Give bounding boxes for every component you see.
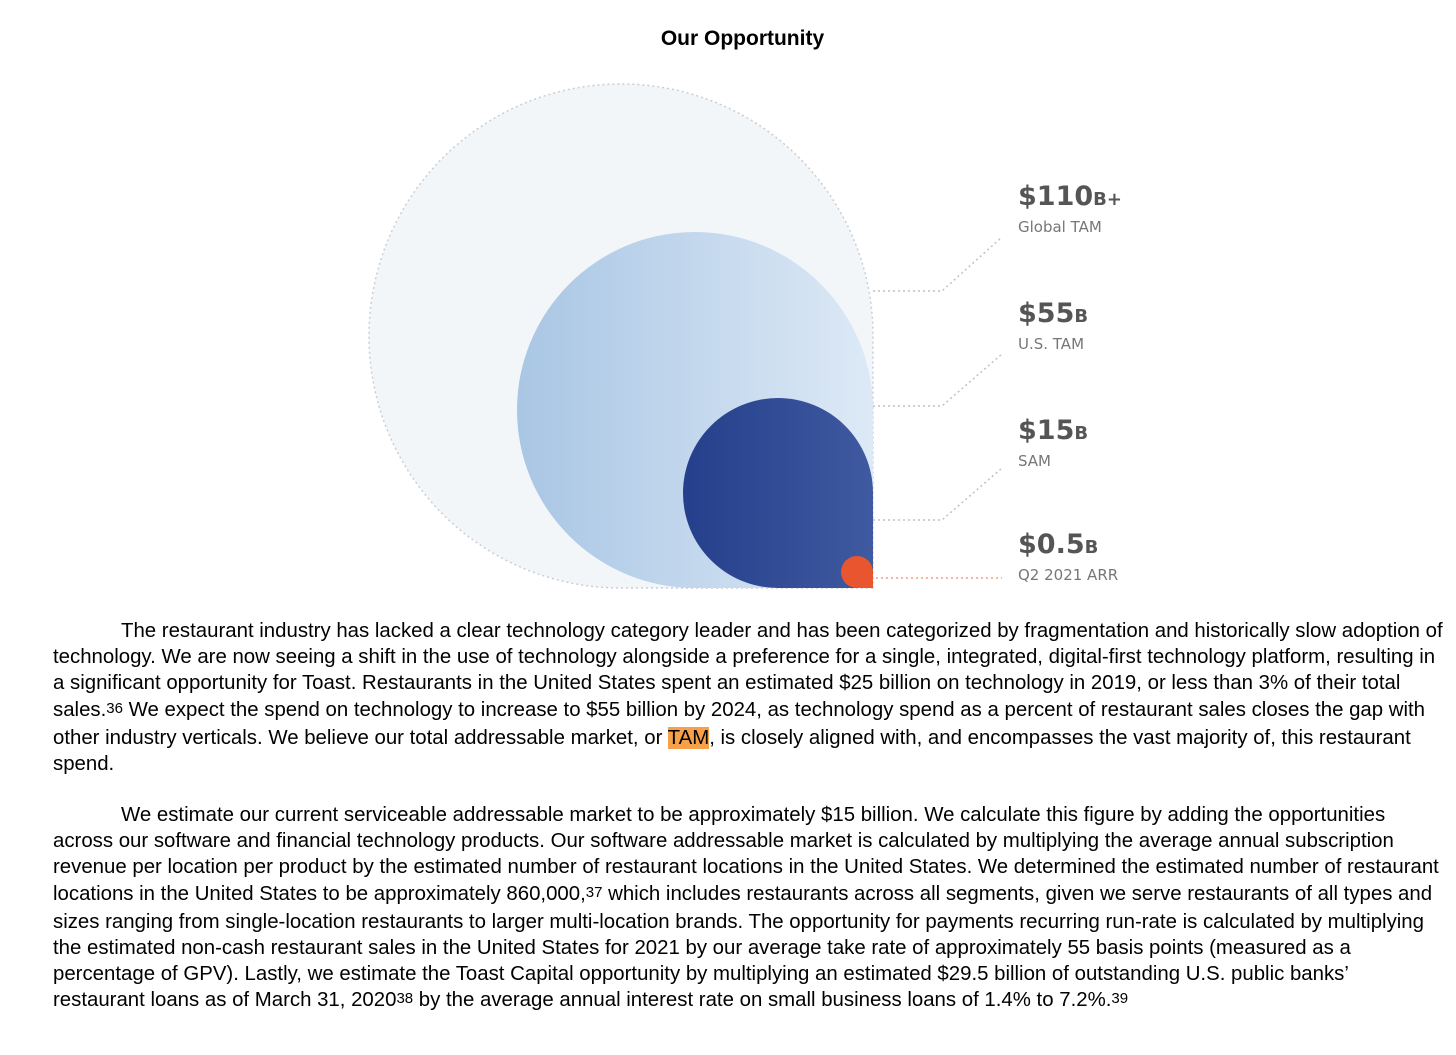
arr-shape bbox=[841, 556, 873, 588]
global-tam-label: $110B+ Global TAM bbox=[1018, 181, 1122, 237]
sam-value: $15B bbox=[1018, 415, 1089, 446]
sam-leader bbox=[873, 467, 1003, 521]
us-tam-label: $55B U.S. TAM bbox=[1018, 298, 1089, 354]
global-tam-desc: Global TAM bbox=[1018, 218, 1102, 236]
highlighted-term: TAM bbox=[667, 726, 710, 749]
sam-desc: SAM bbox=[1018, 452, 1052, 470]
body-paragraph-2: We estimate our current serviceable addr… bbox=[53, 804, 1439, 1012]
global-tam-leader bbox=[873, 236, 1003, 292]
arr-value: $0.5B bbox=[1018, 529, 1099, 560]
sam-label: $15B SAM bbox=[1018, 415, 1089, 471]
us-tam-value: $55B bbox=[1018, 298, 1089, 329]
footnote-ref[interactable]: 37 bbox=[585, 883, 603, 901]
arr-desc: Q2 2021 ARR bbox=[1018, 566, 1119, 584]
sam-shape bbox=[683, 398, 873, 588]
body-paragraph-1: The restaurant industry has lacked a cle… bbox=[53, 620, 1443, 776]
footnote-ref[interactable]: 38 bbox=[396, 990, 414, 1008]
footnote-ref[interactable]: 39 bbox=[1111, 990, 1129, 1008]
market-opportunity-diagram bbox=[368, 83, 1003, 589]
page-title: Our Opportunity bbox=[660, 27, 825, 50]
us-tam-leader bbox=[873, 353, 1003, 407]
footnote-ref[interactable]: 36 bbox=[106, 699, 123, 717]
arr-label: $0.5B Q2 2021 ARR bbox=[1018, 529, 1119, 585]
global-tam-value: $110B+ bbox=[1018, 181, 1122, 212]
us-tam-desc: U.S. TAM bbox=[1018, 335, 1085, 353]
